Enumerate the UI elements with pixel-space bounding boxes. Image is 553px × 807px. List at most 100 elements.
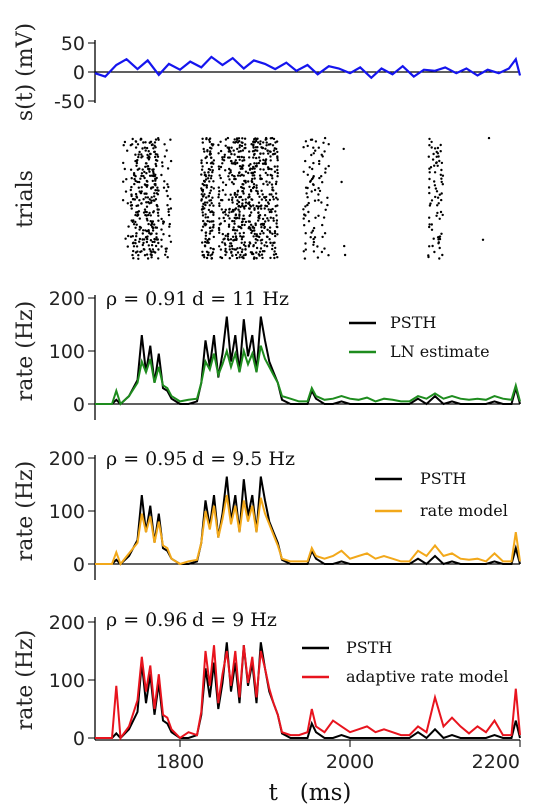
- spike-dot: [312, 146, 315, 149]
- spike-dot: [148, 198, 151, 201]
- spike-dot: [218, 190, 221, 193]
- spike-dot: [153, 141, 157, 144]
- spike-dot: [435, 190, 439, 193]
- spike-dot: [227, 225, 231, 228]
- spike-dot: [228, 211, 231, 214]
- spike-dot: [323, 150, 326, 153]
- spike-dot: [252, 204, 255, 207]
- spike-dot: [248, 201, 251, 204]
- ln-estimate-line: [95, 345, 521, 406]
- spike-dot: [313, 199, 317, 202]
- spike-dot: [212, 248, 215, 251]
- spike-dot: [205, 196, 208, 199]
- spike-dot: [302, 217, 305, 220]
- spike-dot: [273, 241, 276, 244]
- spike-dot: [248, 185, 251, 188]
- spike-dot: [149, 233, 152, 236]
- spike-dot: [304, 205, 307, 208]
- spike-dot: [247, 180, 250, 183]
- spike-dot: [249, 242, 252, 245]
- spike-dot: [433, 184, 437, 187]
- spike-dot: [438, 237, 442, 241]
- spike-dot: [255, 156, 258, 160]
- spike-dot: [255, 257, 258, 260]
- spike-dot: [266, 228, 269, 231]
- spike-dot: [253, 170, 256, 174]
- spike-dot: [223, 155, 226, 159]
- spike-dot: [134, 242, 137, 245]
- spike-dot: [270, 193, 273, 196]
- spike-dot: [270, 183, 274, 186]
- spike-dot: [242, 156, 246, 159]
- spike-dot: [251, 174, 254, 177]
- spike-dot: [224, 193, 227, 196]
- spike-dot: [203, 256, 206, 259]
- spike-dot: [257, 211, 260, 214]
- spike-dot: [223, 219, 226, 223]
- spike-dot: [166, 204, 169, 207]
- spike-dot: [208, 226, 212, 230]
- spike-dot: [230, 152, 233, 156]
- ad-y-axis-label: rate (Hz): [13, 630, 38, 730]
- spike-dot: [146, 235, 149, 238]
- spike-dot: [144, 183, 147, 187]
- spike-dot: [234, 253, 238, 257]
- spike-dot: [263, 214, 267, 217]
- spike-dot: [219, 149, 223, 153]
- spike-dot: [242, 205, 245, 208]
- spike-dot: [211, 196, 214, 199]
- ln-rho-annotation: ρ = 0.91: [106, 288, 187, 310]
- spike-dot: [209, 168, 212, 171]
- spike-dot: [150, 256, 153, 259]
- spike-dot: [260, 253, 264, 256]
- spike-dot: [207, 194, 210, 198]
- spike-dot: [228, 257, 231, 260]
- spike-dot: [126, 149, 129, 152]
- spike-dot: [259, 140, 262, 143]
- spike-dot: [271, 247, 274, 251]
- spike-dot: [244, 253, 247, 256]
- spike-dot: [221, 158, 224, 161]
- spike-dot: [233, 216, 236, 220]
- spike-dot: [154, 189, 157, 192]
- rm-legend-label-psth: PSTH: [420, 469, 466, 488]
- spike-dot: [234, 195, 238, 199]
- spike-dot: [236, 174, 240, 177]
- spike-dot: [430, 199, 434, 202]
- spike-dot: [240, 238, 244, 241]
- spike-dot: [152, 170, 155, 173]
- spike-dot: [205, 184, 209, 187]
- spike-dot: [129, 168, 133, 171]
- spike-dot: [231, 228, 235, 232]
- spike-dot: [314, 216, 317, 219]
- spike-dot: [224, 243, 227, 247]
- spike-dot: [234, 232, 237, 235]
- spike-dot: [260, 238, 264, 241]
- spike-dot: [134, 140, 137, 143]
- spike-dot: [219, 176, 222, 180]
- spike-dot: [154, 198, 158, 201]
- s-y-tick-label: 0: [73, 62, 85, 84]
- spike-dot: [207, 174, 211, 177]
- spike-dot: [150, 186, 153, 189]
- spike-dot: [244, 245, 247, 248]
- spike-dot: [268, 193, 271, 196]
- spike-dot: [436, 196, 440, 199]
- spike-dot: [248, 193, 251, 196]
- spike-dot: [200, 208, 204, 211]
- spike-dot: [268, 198, 272, 202]
- spike-dot: [161, 161, 164, 164]
- spike-dot: [244, 146, 247, 150]
- spike-dot: [138, 150, 141, 154]
- spike-dot: [210, 174, 213, 178]
- spike-dot: [154, 146, 157, 149]
- spike-dot: [244, 220, 248, 224]
- spike-dot: [233, 138, 236, 141]
- spike-dot: [124, 190, 128, 193]
- spike-dot: [238, 256, 241, 259]
- spike-dot: [256, 190, 259, 193]
- spike-dot: [148, 174, 152, 177]
- spike-dot: [263, 207, 266, 210]
- spike-dot: [275, 219, 279, 222]
